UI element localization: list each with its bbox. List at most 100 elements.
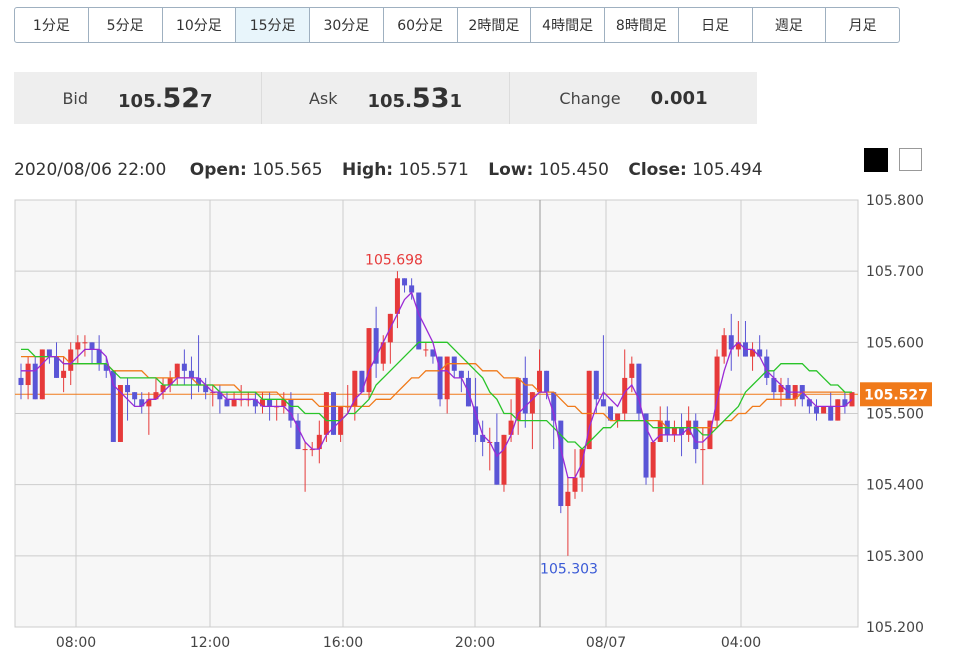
ask-cell: Ask 105.531 (262, 72, 510, 124)
change-cell: Change 0.001 (510, 72, 757, 124)
y-tick-label: 105.700 (866, 264, 924, 280)
candle-body (650, 441, 656, 478)
candle-body (331, 392, 337, 435)
candle-body (728, 335, 734, 350)
ma-slow-line (21, 355, 852, 429)
candle-body (558, 420, 564, 507)
ohlc-datetime: 2020/08/06 22:00 (14, 160, 167, 180)
y-tick-label: 105.600 (866, 335, 924, 351)
candle-body (480, 434, 486, 442)
candle-body (380, 342, 386, 364)
candle-body (423, 349, 429, 351)
candle-body (757, 349, 763, 357)
y-tick-label: 105.800 (866, 193, 924, 209)
candle-body (295, 420, 301, 450)
candle-body (657, 420, 663, 442)
dark-theme-toggle[interactable] (864, 148, 888, 172)
candle-body (25, 363, 31, 386)
high-value: 105.571 (398, 160, 469, 180)
candle-body (679, 427, 685, 435)
candle-body (352, 370, 358, 407)
candle-body (174, 363, 180, 378)
bid-big: 52 (162, 82, 201, 114)
candle-body (593, 370, 599, 400)
timeframe-button[interactable]: 10分足 (163, 8, 237, 42)
candle-body (252, 399, 258, 407)
candle-body (643, 413, 649, 478)
candle-body (103, 363, 109, 371)
timeframe-button[interactable]: 15分足 (236, 8, 310, 42)
candle-body (96, 349, 102, 364)
candle-body (117, 385, 123, 442)
candle-body (529, 392, 535, 414)
timeframe-button[interactable]: 日足 (679, 8, 753, 42)
high-label: High: (341, 160, 394, 180)
candle-body (188, 370, 194, 378)
candle-body (146, 399, 152, 407)
candle-body (402, 278, 408, 286)
candle-body (18, 377, 24, 386)
open-value: 105.565 (252, 160, 323, 180)
candle-body (458, 370, 464, 378)
candle-body (544, 370, 550, 393)
candle-body (167, 377, 173, 386)
high-annotation: 105.698 (365, 253, 423, 269)
candle-body (764, 356, 770, 378)
close-label: Close: (628, 160, 687, 180)
x-tick-label: 08/07 (586, 635, 626, 651)
candle-body (160, 385, 166, 393)
low-label: Low: (488, 160, 534, 180)
timeframe-button[interactable]: 月足 (848, 18, 877, 34)
x-tick-label: 20:00 (455, 635, 495, 651)
timeframe-button[interactable]: 5分足 (89, 8, 163, 42)
candle-body (196, 377, 202, 386)
timeframe-button[interactable]: 8時間足 (605, 8, 679, 42)
timeframe-button[interactable]: 30分足 (310, 8, 384, 42)
candle-body (750, 349, 756, 357)
candle-body (46, 349, 52, 357)
candle-body (316, 434, 322, 450)
light-theme-toggle[interactable] (899, 148, 922, 171)
candle-body (515, 377, 521, 421)
candle-body (806, 399, 812, 407)
candle-body (82, 342, 88, 344)
candle-body (629, 363, 635, 378)
bid-small: 7 (200, 90, 213, 112)
timeframe-button[interactable]: 週足 (753, 8, 827, 42)
bid-label: Bid (62, 88, 89, 108)
candlestick-chart[interactable]: 105.800 105.700 105.600 105.500 105.400 105.3… (0, 190, 954, 656)
candle-body (828, 406, 834, 421)
candle-body (288, 399, 294, 421)
candle-body (494, 441, 500, 485)
candle-body (153, 392, 159, 400)
ma-mid-line (21, 341, 852, 451)
timeframe-button[interactable]: 4時間足 (531, 8, 605, 42)
timeframe-selector: 1分足 5分足 10分足 15分足 30分足 60分足 2時間足 4時間足 8時間足 日足 週足 月足 (14, 7, 900, 43)
x-tick-label: 12:00 (190, 635, 230, 651)
open-label: Open: (189, 160, 247, 180)
candle-body (181, 363, 187, 371)
ohlc-readout: 2020/08/06 22:00 Open: 105.565 High: 105… (14, 160, 763, 180)
candle-body (693, 420, 699, 450)
change-label: Change (559, 88, 621, 108)
current-price-tag (860, 382, 932, 407)
y-tick-label: 105.200 (866, 620, 924, 636)
timeframe-button[interactable]: 60分足 (384, 8, 458, 42)
y-tick-label: 105.500 (866, 407, 924, 423)
candle-body (615, 413, 621, 421)
x-tick-label: 08:00 (56, 635, 96, 651)
ask-value: 105.531 (368, 83, 463, 114)
candle-body (373, 328, 379, 364)
candle-body (323, 392, 329, 435)
candle-body (501, 434, 507, 485)
candle-body (39, 349, 45, 400)
timeframe-button[interactable]: 1分足 (15, 8, 89, 42)
candle-body (54, 356, 60, 378)
candle-body (302, 449, 308, 451)
timeframe-button[interactable]: 2時間足 (458, 8, 532, 42)
low-annotation: 105.303 (540, 562, 598, 578)
candle-body (359, 370, 365, 393)
candle-body (267, 399, 273, 407)
candle-body (714, 356, 720, 421)
candle-body (600, 399, 606, 407)
